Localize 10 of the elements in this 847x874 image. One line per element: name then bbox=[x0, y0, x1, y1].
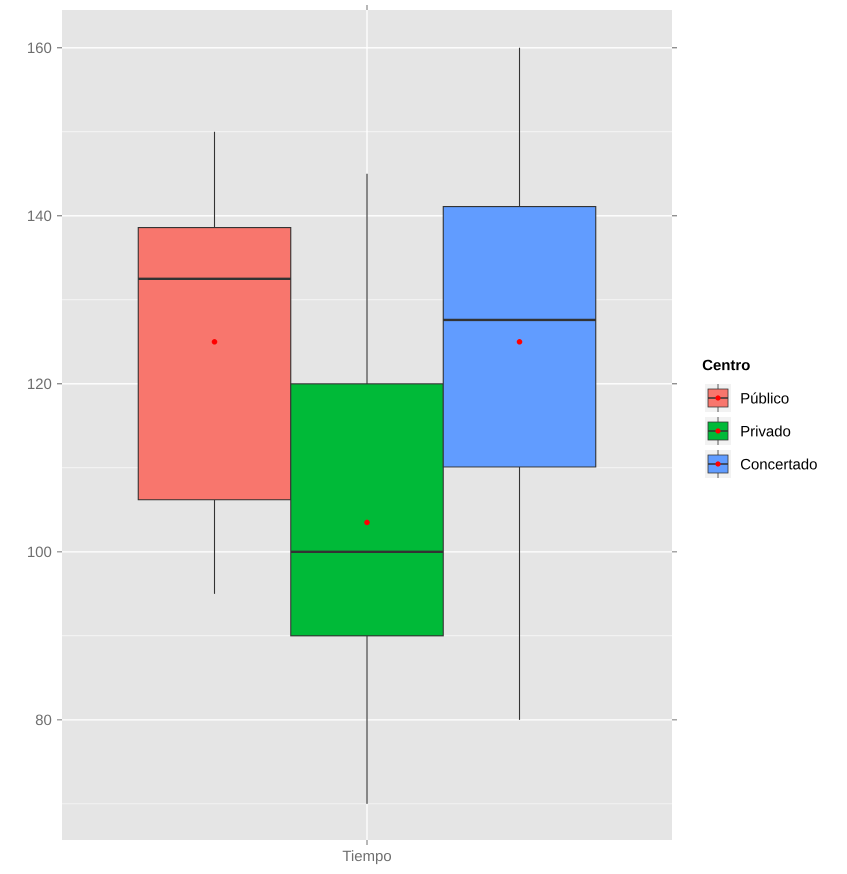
y-tick-label: 160 bbox=[28, 42, 52, 54]
legend-label: Público bbox=[741, 392, 789, 404]
y-tick-label: 140 bbox=[28, 210, 52, 222]
x-tick-label: Tiempo bbox=[342, 850, 392, 864]
y-tick-label: 80 bbox=[36, 714, 52, 726]
legend-label: Concertado bbox=[740, 458, 817, 470]
legend-label: Privado bbox=[741, 426, 790, 436]
y-tick-label: 100 bbox=[28, 546, 52, 558]
legend-title: Centro bbox=[702, 360, 750, 370]
y-tick-label: 120 bbox=[28, 378, 52, 390]
